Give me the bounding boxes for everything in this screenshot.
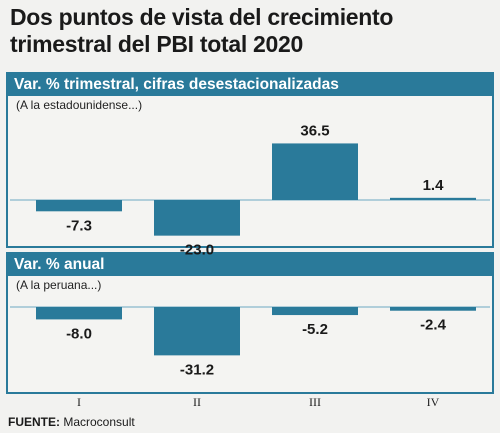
quarterly-value-label-II: -23.0 (180, 242, 214, 259)
annual-bar-I (36, 307, 122, 320)
chart-title: Dos puntos de vista del crecimiento trim… (10, 4, 394, 57)
quarterly-value-label-III: 36.5 (300, 122, 329, 139)
quarterly-panel: Var. % trimestral, cifras desestacionali… (6, 72, 494, 248)
annual-value-label-II: -31.2 (180, 361, 214, 378)
annual-bar-IV (390, 307, 476, 311)
quarterly-bar-II (154, 200, 240, 236)
annual-value-label-I: -8.0 (66, 325, 92, 342)
quarterly-panel-title: Var. % trimestral, cifras desestacionali… (8, 74, 492, 96)
annual-bar-III (272, 307, 358, 316)
annual-panel-subtitle: (A la peruana...) (16, 278, 102, 292)
source-label: FUENTE: (8, 415, 60, 429)
source-note: FUENTE: Macroconsult (8, 415, 135, 429)
x-tick-IV: IV (426, 395, 440, 409)
x-tick-II: II (193, 395, 201, 409)
annual-value-label-III: -5.2 (302, 321, 328, 338)
quarterly-bar-IV (390, 197, 476, 200)
x-axis: I II III IV (0, 395, 500, 413)
source-text: Macroconsult (63, 415, 135, 429)
quarterly-bar-III (272, 143, 358, 200)
quarterly-value-label-IV: 1.4 (423, 177, 445, 194)
x-tick-III: III (309, 395, 321, 409)
annual-value-label-IV: -2.4 (420, 317, 447, 334)
x-tick-I: I (77, 395, 81, 409)
quarterly-bar-I (36, 200, 122, 212)
quarterly-panel-subtitle: (A la estadounidense...) (16, 98, 143, 112)
annual-panel-title: Var. % anual (8, 254, 492, 276)
annual-bar-II (154, 307, 240, 356)
quarterly-value-label-I: -7.3 (66, 217, 92, 234)
annual-panel: Var. % anual (A la peruana...) (6, 252, 494, 394)
